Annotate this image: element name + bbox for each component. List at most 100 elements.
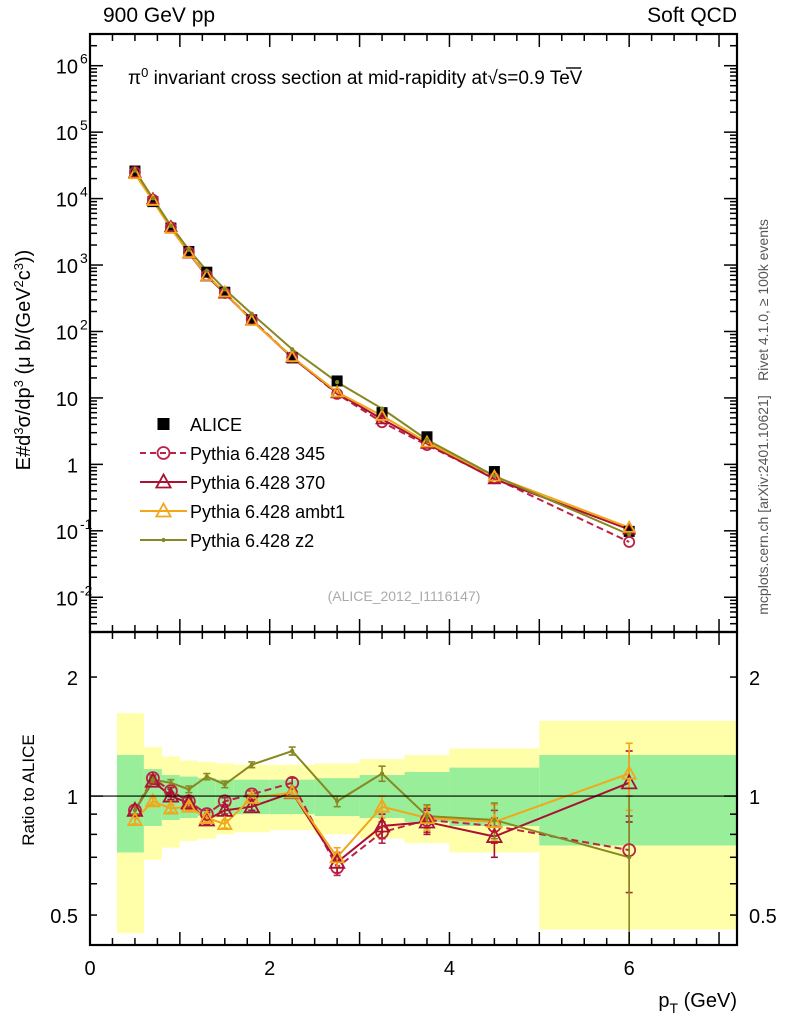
legend-marker-square <box>157 418 170 430</box>
x-axis-label: pT (GeV) <box>658 990 737 1016</box>
main-panel-series <box>127 165 637 548</box>
data-point-marker <box>623 536 636 548</box>
data-point-marker <box>627 532 632 537</box>
data-point-marker <box>180 793 198 810</box>
data-point-marker <box>162 799 179 815</box>
data-point-marker <box>217 794 232 809</box>
data-point-marker <box>627 855 632 860</box>
ratio-y-axis-label: Ratio to ALICE <box>19 734 38 846</box>
data-point-marker <box>217 284 232 298</box>
data-point-marker <box>285 775 300 790</box>
ratio-y-tick-label: 2 <box>67 668 78 690</box>
header-right-label: Soft QCD <box>647 4 737 27</box>
main-y-tick-label: 10 <box>56 522 78 544</box>
legend-entry-label: Pythia 6.428 z2 <box>190 531 314 551</box>
x-axis-label-text: pT (GeV) <box>658 990 737 1016</box>
data-point-marker <box>249 762 254 767</box>
data-point-marker <box>181 245 196 259</box>
data-point-marker <box>424 813 430 819</box>
legend-entry-label: Pythia 6.428 345 <box>190 444 325 464</box>
data-point-marker <box>328 852 346 869</box>
data-point-marker <box>379 406 385 411</box>
data-point-marker <box>487 471 502 485</box>
data-point-marker <box>168 780 173 785</box>
ratio-y-ticks <box>90 676 737 916</box>
data-point-marker <box>180 797 197 813</box>
data-point-marker <box>379 771 385 776</box>
data-point-marker <box>622 519 637 533</box>
data-point-marker <box>375 408 390 421</box>
data-point-marker <box>373 816 391 833</box>
data-point-marker <box>204 268 209 273</box>
data-point-marker <box>168 223 173 228</box>
data-point-marker <box>163 784 178 798</box>
main-panel-title: π0 invariant cross section at mid-rapidi… <box>128 65 583 89</box>
ratio-y-tick-label-right: 0.5 <box>749 906 777 928</box>
data-point-marker <box>154 501 173 518</box>
data-point-marker <box>486 813 503 828</box>
ratio-y-tick-label: 0.5 <box>50 906 78 928</box>
data-point-marker <box>424 437 430 442</box>
data-point-marker <box>126 811 144 826</box>
legend-entry-label: ALICE <box>190 415 242 435</box>
band-green <box>539 755 737 846</box>
data-point-marker <box>222 287 227 292</box>
data-point-marker <box>156 446 171 460</box>
data-point-marker <box>222 782 227 787</box>
main-y-tick-exponent: 5 <box>80 117 88 133</box>
ratio-y-axis-label-text: Ratio to ALICE <box>19 734 38 846</box>
data-point-marker <box>290 347 295 352</box>
main-y-tick-label: 10 <box>56 256 78 278</box>
data-point-marker <box>487 468 502 482</box>
x-axis-tick-label: 4 <box>444 958 455 980</box>
legend: ALICE Pythia 6.428 345 Pythia 6.428 370 Pyt… <box>140 415 345 551</box>
data-point-marker <box>492 473 497 479</box>
data-point-marker <box>330 384 345 398</box>
rivet-version-text: Rivet 4.1.0, ≥ 100k events <box>755 219 771 381</box>
data-point-marker <box>335 380 340 385</box>
main-y-tick-label: 10 <box>56 123 78 145</box>
data-point-marker <box>620 773 638 790</box>
data-point-marker <box>186 787 191 792</box>
main-y-tick-label: 10 <box>56 389 78 411</box>
data-point-marker <box>150 777 156 782</box>
data-point-marker <box>147 196 159 208</box>
data-point-marker <box>219 286 231 298</box>
data-point-marker <box>375 411 390 425</box>
side-text-top-right: Rivet 4.1.0, ≥ 100k events <box>755 219 771 381</box>
main-y-tick-exponent: 2 <box>80 316 88 332</box>
ratio-panel-frame <box>88 630 739 947</box>
data-point-marker <box>419 434 435 448</box>
data-point-marker <box>373 797 391 813</box>
data-point-marker <box>204 774 209 779</box>
data-point-marker <box>127 166 142 180</box>
analysis-watermark: (ALICE_2012_I1116147) <box>328 588 481 604</box>
data-point-marker <box>154 472 173 489</box>
data-point-marker <box>126 801 144 817</box>
main-y-tick-label: 10 <box>56 588 78 610</box>
data-point-marker <box>199 268 214 281</box>
data-point-marker <box>286 352 298 364</box>
ratio-y-tick-label-right: 2 <box>749 668 760 690</box>
header-left-label: 900 GeV pp <box>103 4 215 27</box>
data-point-marker <box>246 314 258 326</box>
data-point-marker <box>290 748 295 754</box>
data-point-marker <box>145 193 160 206</box>
data-point-marker <box>144 771 162 788</box>
data-point-marker <box>161 537 166 543</box>
legend-entry-label: Pythia 6.428 370 <box>190 473 325 493</box>
legend-entry-label: Pythia 6.428 ambt1 <box>190 502 345 522</box>
data-point-marker <box>418 812 436 829</box>
ratio-y-tick-label: 1 <box>67 787 78 809</box>
main-y-tick-exponent: 6 <box>80 51 88 67</box>
band-green <box>197 778 216 817</box>
main-y-tick-label: 10 <box>56 322 78 344</box>
data-point-marker <box>132 168 138 173</box>
data-point-marker <box>243 797 261 814</box>
data-point-marker <box>243 789 260 804</box>
main-y-tick-label: 1 <box>67 455 78 477</box>
main-y-tick-exponent: -2 <box>80 582 93 598</box>
data-point-marker <box>492 817 497 823</box>
data-point-marker <box>198 809 215 825</box>
